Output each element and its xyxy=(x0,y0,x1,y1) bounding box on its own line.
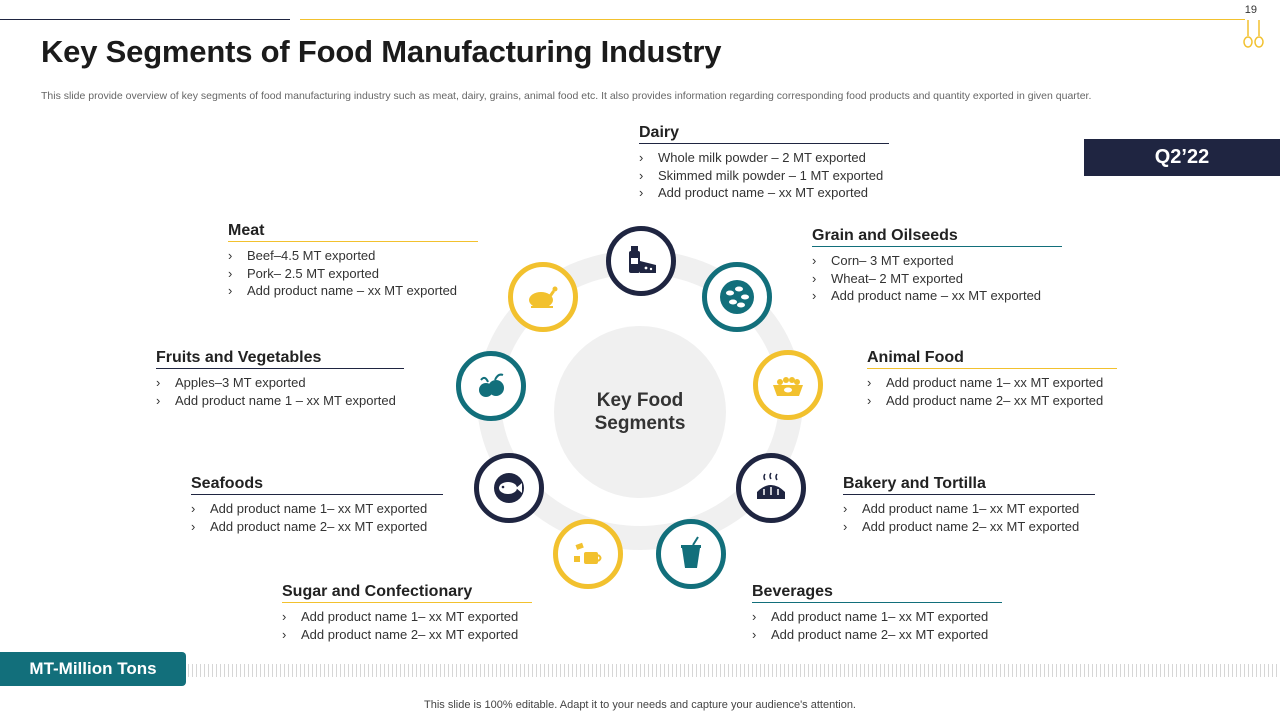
utensils-icon xyxy=(1243,20,1264,48)
list-item: › Add product name 1– xx MT exported xyxy=(191,501,428,516)
list-item: › Add product name 2– xx MT exported xyxy=(191,518,428,534)
list-item: › Add product name – xx MT exported xyxy=(228,283,458,298)
segment-animal-food: Animal Food › Add product name 1– xx MT e… xyxy=(867,349,1117,409)
segment-title: Grain and Oilseeds xyxy=(812,227,1062,247)
roast-chicken-icon xyxy=(508,262,578,332)
segment-title: Beverages xyxy=(752,583,1002,603)
segment-title: Animal Food xyxy=(867,349,1117,369)
unit-note-badge: MT-Million Tons xyxy=(0,652,186,686)
list-item: › Add product name 2– xx MT exported xyxy=(843,518,1080,534)
segment-bakery-tortilla: Bakery and Tortilla › Add product name 1–… xyxy=(843,475,1095,535)
list-item: › Add product name – xx MT exported xyxy=(639,185,869,200)
list-item: › Add product name 1– xx MT exported xyxy=(282,609,519,624)
candy-cup-icon xyxy=(553,519,623,589)
segment-sugar-confectionary: Sugar and Confectionary › Add product nam… xyxy=(282,583,532,643)
list-item: › Add product name – xx MT exported xyxy=(812,288,1042,303)
list-item: › Add product name 1– xx MT exported xyxy=(867,375,1104,390)
quarter-badge: Q2’22 xyxy=(1084,139,1280,176)
center-label: Key Food Segments xyxy=(554,326,726,498)
list-item: › Skimmed milk powder – 1 MT exported xyxy=(639,167,884,183)
list-item: › Add product name 1 – xx MT exported xyxy=(156,392,396,408)
list-item: › Pork– 2.5 MT exported xyxy=(228,265,379,281)
segment-grain-oilseeds: Grain and Oilseeds › Corn– 3 MT exported … xyxy=(812,227,1062,305)
top-rule-gold xyxy=(300,19,1245,20)
tick-strip-decoration xyxy=(188,664,1280,677)
grains-icon xyxy=(702,262,772,332)
top-rule-dark xyxy=(0,19,290,20)
fish-icon xyxy=(474,453,544,523)
list-item: › Add product name 1– xx MT exported xyxy=(843,501,1080,516)
segment-fruits-vegetables: Fruits and Vegetables › Apples–3 MT expor… xyxy=(156,349,404,409)
segment-title: Seafoods xyxy=(191,475,443,495)
segment-dairy: Dairy › Whole milk powder – 2 MT exported… xyxy=(639,124,889,202)
segment-title: Fruits and Vegetables xyxy=(156,349,404,369)
segment-title: Sugar and Confectionary xyxy=(282,583,532,603)
list-item: › Add product name 2– xx MT exported xyxy=(752,626,989,642)
page-number: 19 xyxy=(1244,4,1257,16)
segment-seafoods: Seafoods › Add product name 1– xx MT expo… xyxy=(191,475,443,535)
drink-cup-icon xyxy=(656,519,726,589)
list-item: › Apples–3 MT exported xyxy=(156,375,306,390)
list-item: › Add product name 2– xx MT exported xyxy=(282,626,519,642)
list-item: › Wheat– 2 MT exported xyxy=(812,270,963,286)
fruit-basket-icon xyxy=(456,351,526,421)
segment-title: Bakery and Tortilla xyxy=(843,475,1095,495)
list-item: › Add product name 1– xx MT exported xyxy=(752,609,989,624)
segment-meat: Meat › Beef–4.5 MT exported › Pork– 2.5 MT… xyxy=(228,222,478,300)
footer-note: This slide is 100% editable. Adapt it to… xyxy=(424,699,856,711)
list-item: › Whole milk powder – 2 MT exported xyxy=(639,150,866,165)
page-title: Key Segments of Food Manufacturing Indus… xyxy=(41,34,722,69)
segment-title: Dairy xyxy=(639,124,889,144)
slide-description: This slide provide overview of key segme… xyxy=(41,90,1092,102)
list-item: › Beef–4.5 MT exported xyxy=(228,248,376,263)
list-item: › Corn– 3 MT exported xyxy=(812,253,954,268)
bread-icon xyxy=(736,453,806,523)
milk-cheese-icon xyxy=(606,226,676,296)
segment-title: Meat xyxy=(228,222,478,242)
segment-beverages: Beverages › Add product name 1– xx MT exp… xyxy=(752,583,1002,643)
list-item: › Add product name 2– xx MT exported xyxy=(867,392,1104,408)
pet-food-bowl-icon xyxy=(753,350,823,420)
